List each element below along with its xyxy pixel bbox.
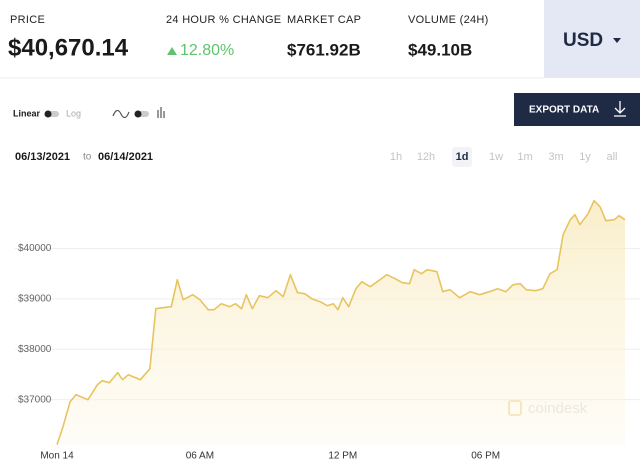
range-button[interactable]: 3m bbox=[548, 151, 563, 163]
currency-box[interactable] bbox=[544, 0, 640, 78]
range-button[interactable]: 1y bbox=[579, 151, 591, 163]
date-to[interactable]: 06/14/2021 bbox=[98, 151, 153, 163]
y-tick-label: $38000 bbox=[18, 344, 52, 355]
market-cap: $761.92B bbox=[287, 40, 361, 59]
y-tick-label: $37000 bbox=[18, 394, 52, 405]
price: $40,670.14 bbox=[8, 34, 129, 61]
range-selected-bg bbox=[452, 147, 472, 167]
x-tick-label: 06 PM bbox=[471, 451, 500, 462]
range-button[interactable]: 1h bbox=[390, 151, 402, 163]
range-button[interactable]: 1d bbox=[456, 151, 469, 163]
currency[interactable]: USD bbox=[563, 30, 603, 51]
volume: $49.10B bbox=[408, 40, 472, 59]
toggle-knob bbox=[134, 110, 142, 118]
bar-icon[interactable] bbox=[157, 107, 165, 118]
download-icon bbox=[614, 101, 626, 117]
line-icon[interactable] bbox=[112, 109, 130, 119]
scale-linear[interactable]: Linear bbox=[13, 108, 41, 118]
export-button[interactable] bbox=[514, 93, 640, 126]
range-button[interactable]: 1m bbox=[517, 151, 532, 163]
export-label[interactable]: EXPORT DATA bbox=[529, 105, 599, 116]
scale-log[interactable]: Log bbox=[66, 108, 81, 118]
range-button[interactable]: all bbox=[606, 151, 617, 163]
change-label: 24 HOUR % CHANGE bbox=[166, 14, 281, 26]
x-tick-label: 06 AM bbox=[186, 451, 214, 462]
up-arrow bbox=[167, 47, 177, 55]
y-tick-label: $40000 bbox=[18, 243, 52, 254]
price-label: PRICE bbox=[10, 14, 45, 26]
volume-label: VOLUME (24H) bbox=[408, 14, 489, 26]
date-from[interactable]: 06/13/2021 bbox=[15, 151, 70, 163]
x-tick-label: Mon 14 bbox=[40, 451, 74, 462]
change: 12.80% bbox=[180, 42, 234, 59]
range-selector: 1h 12h 1d 1w 1m 3m 1y all bbox=[390, 147, 618, 167]
toggle-knob bbox=[44, 110, 52, 118]
date-sep: to bbox=[83, 152, 92, 163]
y-tick-label: $39000 bbox=[18, 294, 52, 305]
price-area bbox=[57, 200, 625, 445]
market-cap-label: MARKET CAP bbox=[287, 14, 361, 26]
range-button[interactable]: 12h bbox=[417, 151, 435, 163]
x-tick-label: 12 PM bbox=[328, 451, 357, 462]
caret bbox=[613, 38, 621, 43]
price-line bbox=[56, 199, 626, 445]
range-button[interactable]: 1w bbox=[489, 151, 503, 163]
